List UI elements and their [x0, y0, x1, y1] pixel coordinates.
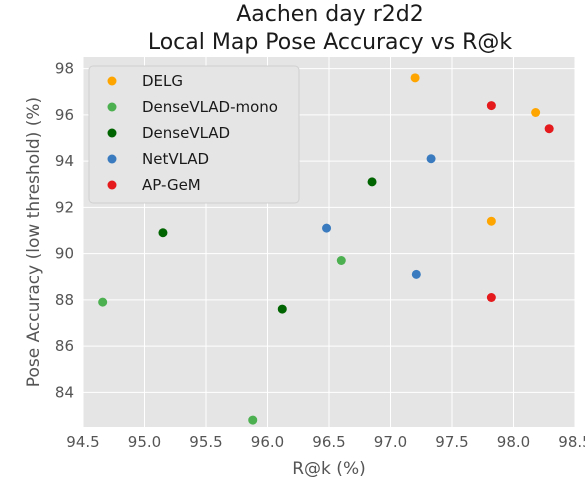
data-points — [98, 73, 554, 425]
point-densevlad — [277, 304, 287, 314]
legend-label-netvlad: NetVLAD — [142, 150, 209, 168]
legend-box — [88, 65, 300, 204]
point-densevlad-mono — [336, 256, 346, 265]
legend-label-densevlad-mono: DenseVLAD-mono — [142, 98, 278, 116]
point-netvlad — [411, 269, 421, 279]
chart-title-line-2: Local Map Pose Accuracy vs R@k — [148, 30, 513, 55]
y-tick-label: 84 — [55, 383, 74, 401]
legend-marker-ap-gem — [107, 180, 117, 190]
y-tick-label: 92 — [55, 198, 74, 216]
legend-marker-netvlad — [107, 154, 117, 164]
legend-marker-delg — [107, 76, 117, 86]
y-tick-label: 86 — [55, 337, 74, 355]
x-tick-label: 96.5 — [312, 433, 345, 451]
point-densevlad — [367, 177, 377, 187]
y-tick-label: 90 — [55, 245, 74, 263]
legend-marker-densevlad — [107, 128, 117, 138]
point-delg — [410, 73, 420, 83]
x-tick-label: 94.5 — [66, 433, 99, 451]
y-axis-ticks: 84 86 88 90 92 94 96 98 — [55, 60, 74, 402]
point-delg — [486, 216, 496, 226]
point-ap-gem — [544, 124, 554, 134]
y-tick-label: 88 — [55, 291, 74, 309]
y-axis-label: Pose Accuracy (low threshold) (%) — [24, 97, 44, 387]
y-tick-label: 96 — [55, 106, 74, 124]
x-tick-label: 96.0 — [251, 433, 284, 451]
legend-marker-densevlad-mono — [107, 102, 117, 112]
x-tick-label: 98.5 — [558, 433, 585, 451]
chart-title-line-1: Aachen day r2d2 — [236, 2, 424, 27]
x-tick-label: 97.0 — [374, 433, 407, 451]
x-tick-label: 97.5 — [435, 433, 468, 451]
y-tick-label: 98 — [55, 60, 74, 78]
legend: DELG DenseVLAD-mono DenseVLAD NetVLAD AP-GeM — [88, 65, 300, 204]
x-axis-ticks: 94.5 95.0 95.5 96.0 96.5 97.0 97.5 98.0 98.5 — [66, 433, 585, 451]
point-netvlad — [322, 223, 332, 233]
legend-label-delg: DELG — [142, 72, 183, 90]
point-densevlad-mono — [98, 297, 108, 307]
point-densevlad — [158, 228, 168, 238]
point-ap-gem — [486, 293, 496, 302]
x-tick-label: 95.5 — [189, 433, 222, 451]
point-densevlad-mono — [248, 415, 258, 425]
point-ap-gem — [486, 101, 496, 111]
point-delg — [531, 108, 541, 117]
legend-label-ap-gem: AP-GeM — [142, 176, 201, 194]
x-tick-label: 98.0 — [497, 433, 530, 451]
point-netvlad — [426, 154, 436, 164]
y-tick-label: 94 — [55, 152, 74, 170]
legend-label-densevlad: DenseVLAD — [142, 124, 230, 142]
x-axis-label: R@k (%) — [292, 459, 365, 479]
x-tick-label: 95.0 — [128, 433, 161, 451]
